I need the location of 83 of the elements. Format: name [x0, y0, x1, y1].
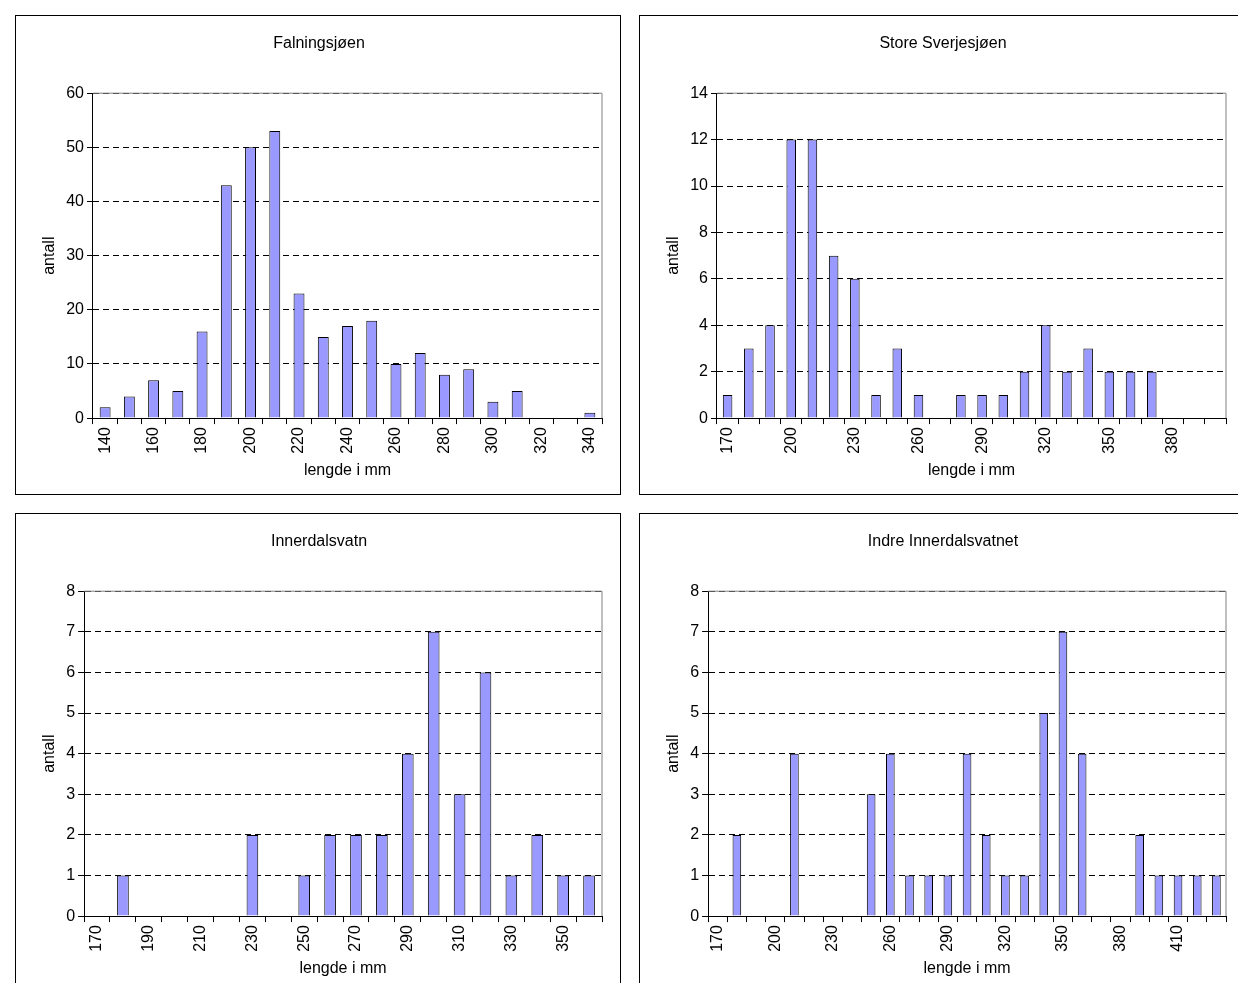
x-tick-label: 170 — [87, 925, 105, 952]
x-tick-label: 340 — [580, 427, 598, 454]
y-tick-label: 0 — [66, 906, 76, 924]
y-tick-label: 30 — [66, 246, 85, 264]
x-tick-label: 300 — [483, 427, 501, 454]
x-axis-title: lengde i mm — [303, 460, 392, 478]
x-tick-label: 350 — [1099, 427, 1117, 454]
x-tick-label: 170 — [718, 427, 736, 454]
x-tick-label: 200 — [240, 427, 258, 454]
chart-title: Falningsjøen — [273, 34, 365, 52]
y-tick-label: 3 — [66, 784, 76, 802]
chart-title: Innerdalsvatn — [270, 532, 368, 550]
x-tick-label: 170 — [708, 925, 726, 952]
y-tick-label: 5 — [66, 703, 76, 721]
y-axis-title: antall — [40, 236, 58, 275]
y-tick-label: 6 — [690, 662, 700, 680]
x-tick-label: 200 — [781, 427, 799, 454]
y-tick-label: 2 — [66, 825, 76, 843]
y-tick-label: 2 — [690, 825, 700, 843]
x-tick-label: 320 — [531, 427, 549, 454]
y-tick-label: 4 — [690, 744, 700, 762]
y-axis-title: antall — [664, 236, 682, 275]
x-tick-label: 140 — [95, 427, 113, 454]
x-tick-label: 260 — [908, 427, 926, 454]
y-tick-label: 8 — [690, 581, 700, 599]
chart-title: Indre Innerdalsvatnet — [867, 532, 1019, 550]
x-tick-label: 190 — [139, 925, 157, 952]
x-tick-label: 350 — [1053, 925, 1071, 952]
y-tick-label: 20 — [66, 300, 85, 318]
x-axis-title: lengde i mm — [923, 958, 1011, 976]
y-tick-label: 50 — [66, 137, 85, 155]
x-tick-label: 330 — [501, 925, 519, 952]
y-axis-title: antall — [40, 734, 58, 773]
x-tick-label: 270 — [346, 925, 364, 952]
chart-title: Store Sverjesjøen — [879, 34, 1007, 52]
y-axis-title: antall — [664, 734, 682, 773]
x-tick-label: 260 — [880, 925, 898, 952]
x-tick-label: 310 — [449, 925, 467, 952]
x-tick-label: 290 — [972, 427, 990, 454]
x-tick-label: 240 — [337, 427, 355, 454]
y-tick-label: 10 — [66, 354, 85, 372]
y-tick-label: 3 — [690, 784, 700, 802]
x-tick-label: 160 — [144, 427, 161, 454]
y-tick-label: 0 — [699, 408, 709, 426]
y-tick-label: 10 — [690, 176, 709, 194]
x-tick-label: 410 — [1168, 925, 1186, 952]
y-tick-label: 12 — [690, 130, 709, 148]
y-tick-label: 8 — [66, 581, 76, 599]
x-tick-label: 230 — [845, 427, 863, 454]
x-tick-label: 210 — [191, 925, 209, 952]
x-tick-label: 290 — [938, 925, 956, 952]
x-tick-label: 320 — [1036, 427, 1054, 454]
y-tick-label: 1 — [690, 865, 700, 883]
x-tick-label: 380 — [1163, 427, 1181, 454]
y-tick-label: 60 — [66, 83, 85, 101]
x-tick-label: 230 — [823, 925, 841, 952]
y-tick-label: 8 — [699, 222, 709, 240]
y-tick-label: 7 — [66, 622, 76, 640]
y-tick-label: 0 — [690, 906, 700, 924]
x-tick-label: 290 — [398, 925, 416, 952]
x-tick-label: 350 — [553, 925, 571, 952]
x-tick-label: 380 — [1110, 925, 1128, 952]
y-tick-label: 5 — [690, 703, 700, 721]
x-tick-label: 280 — [434, 427, 452, 454]
x-axis-title: lengde i mm — [927, 460, 1016, 478]
y-tick-label: 7 — [690, 622, 700, 640]
y-tick-label: 1 — [66, 865, 76, 883]
y-tick-label: 6 — [699, 269, 709, 287]
y-tick-label: 0 — [75, 408, 85, 426]
y-tick-label: 2 — [699, 362, 709, 380]
x-tick-label: 320 — [995, 925, 1013, 952]
y-tick-label: 4 — [66, 744, 76, 762]
x-tick-label: 260 — [386, 427, 404, 454]
x-tick-label: 180 — [192, 427, 210, 454]
x-axis-title: lengde i mm — [299, 958, 387, 976]
x-tick-label: 250 — [294, 925, 312, 952]
y-tick-label: 4 — [699, 315, 709, 333]
y-tick-label: 40 — [66, 191, 85, 209]
x-tick-label: 230 — [242, 925, 260, 952]
x-tick-label: 220 — [289, 427, 307, 454]
x-tick-label: 200 — [765, 925, 783, 952]
y-tick-label: 14 — [690, 83, 709, 101]
y-tick-label: 6 — [66, 662, 76, 680]
